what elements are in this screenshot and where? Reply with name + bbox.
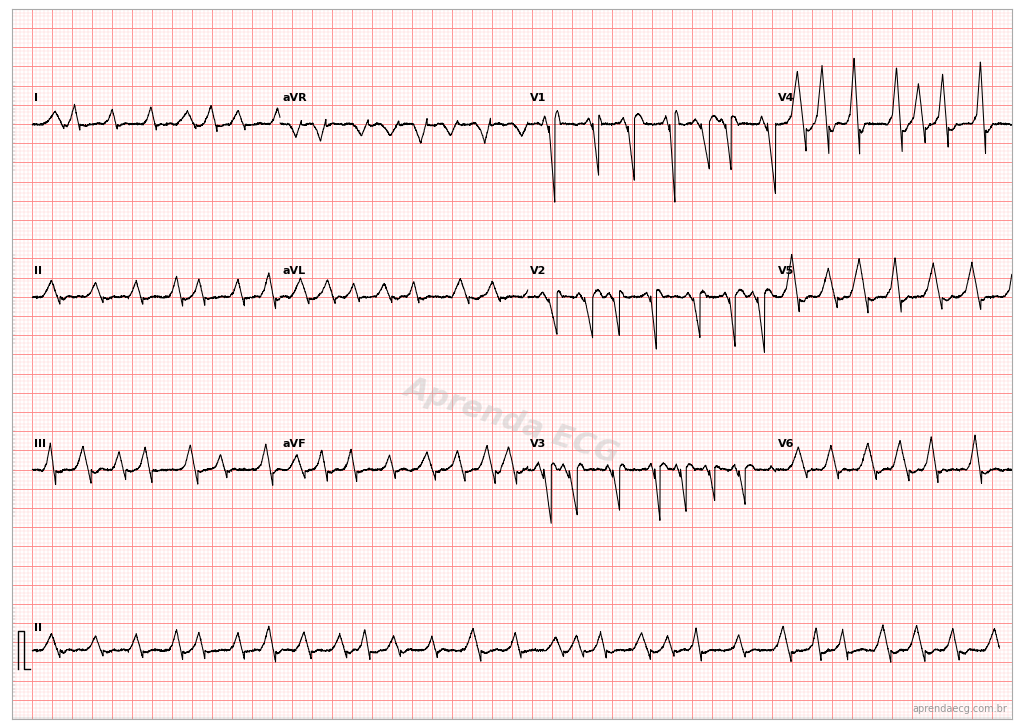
Text: I: I bbox=[34, 93, 38, 103]
Text: II: II bbox=[34, 266, 42, 276]
Text: II: II bbox=[34, 623, 42, 633]
Text: V6: V6 bbox=[778, 439, 795, 449]
Text: aVF: aVF bbox=[283, 439, 306, 449]
Text: Aprenda ECG: Aprenda ECG bbox=[400, 373, 624, 470]
Text: aprendaecg.com.br: aprendaecg.com.br bbox=[912, 703, 1008, 713]
Text: aVR: aVR bbox=[283, 93, 307, 103]
Text: III: III bbox=[34, 439, 46, 449]
Text: V1: V1 bbox=[530, 93, 547, 103]
Text: V5: V5 bbox=[778, 266, 794, 276]
Text: aVL: aVL bbox=[283, 266, 305, 276]
Text: V4: V4 bbox=[778, 93, 795, 103]
Text: V2: V2 bbox=[530, 266, 547, 276]
Text: V3: V3 bbox=[530, 439, 546, 449]
